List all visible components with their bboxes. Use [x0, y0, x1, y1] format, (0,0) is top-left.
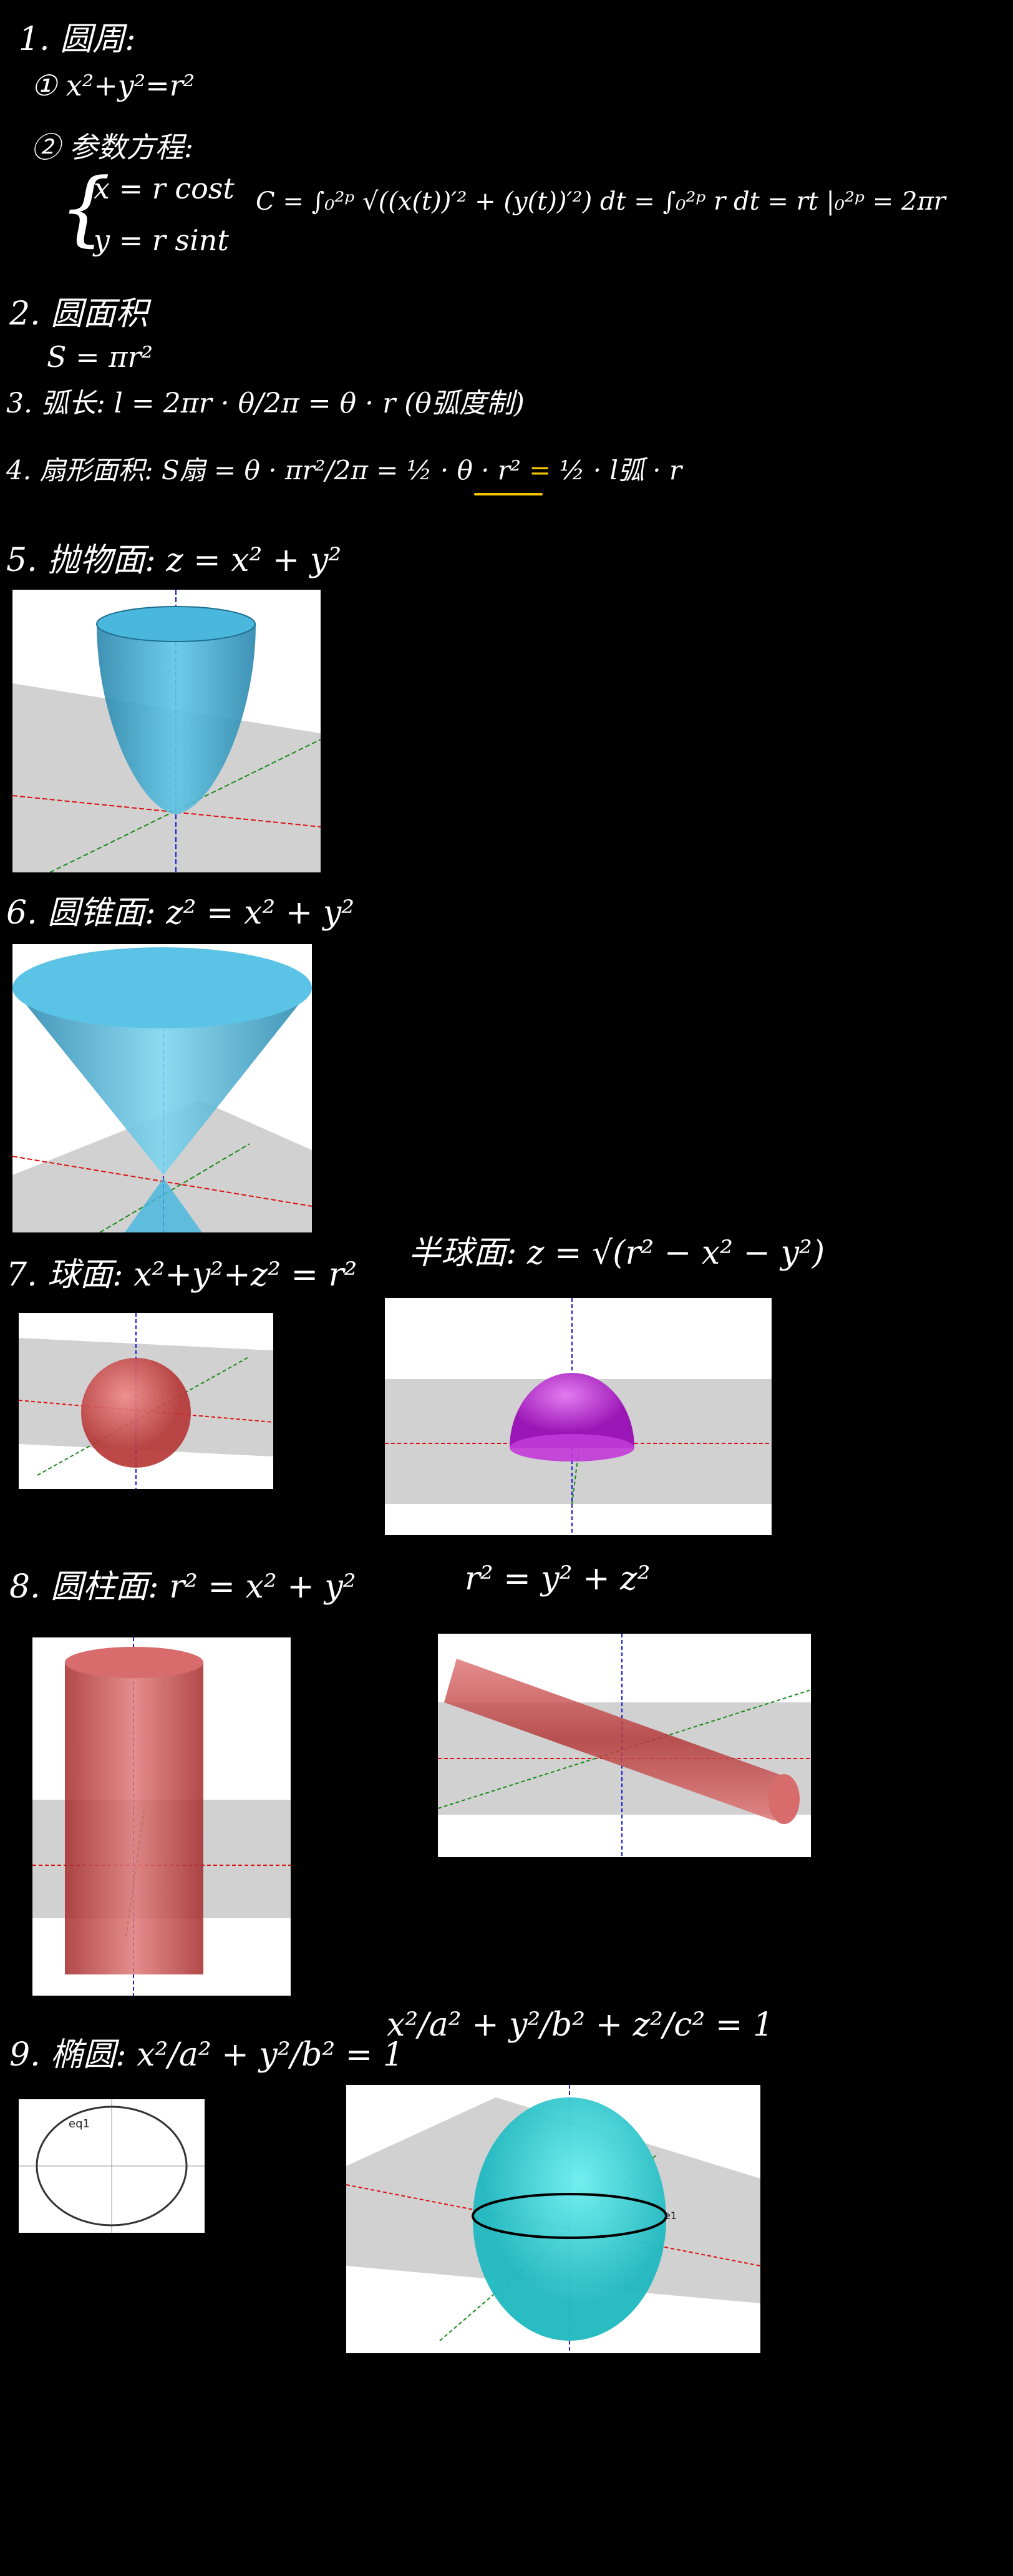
ellipsoid-figure: e1 [346, 2085, 760, 2353]
sec9-title: 9. 椭圆: x²/a² + y²/b² = 1 [9, 2036, 404, 2074]
ellipsoid-label: e1 [664, 2210, 677, 2222]
vertical-cylinder-figure [32, 1637, 291, 1996]
sec4-eq-main: 4. 扇形面积: S扇 = θ · πr²/2π = ½ · θ · r² [6, 455, 521, 485]
param-y: y = r sint [94, 223, 229, 257]
yellow-underline [474, 493, 543, 495]
ellipse-label: eq1 [69, 2117, 90, 2130]
sphere-figure [19, 1313, 273, 1489]
sec5-title: 5. 抛物面: z = x² + y² [6, 542, 342, 579]
param-brace: { [59, 160, 111, 255]
circumference-integral: C = ∫₀²ᵖ √((x(t))′² + (y(t))′²) dt = ∫₀²… [256, 187, 946, 216]
sec4-eq-end: ½ · l弧 · r [559, 455, 682, 485]
cone-figure [12, 944, 312, 1232]
sec2-area-eq: S = πr² [47, 340, 153, 374]
sec4-sector-area: 4. 扇形面积: S扇 = θ · πr²/2π = ½ · θ · r² = … [6, 449, 682, 487]
horizontal-cylinder-figure [438, 1634, 811, 1857]
sec4-eq-yellow: = [520, 455, 560, 485]
ellipse-figure: eq1 [19, 2099, 205, 2233]
sec7-hemisphere-title: 半球面: z = √(r² − x² − y²) [409, 1234, 825, 1272]
param-x: x = r cost [94, 172, 235, 205]
sec1-eq-circle: ① x²+y²=r² [31, 69, 195, 102]
paraboloid-figure [12, 590, 321, 872]
sec7-title: 7. 球面: x²+y²+z² = r² [6, 1256, 357, 1294]
sec8-title: 8. 圆柱面: r² = x² + y² [9, 1568, 356, 1606]
hemisphere-figure [385, 1298, 772, 1535]
sec6-title: 6. 圆锥面: z² = x² + y² [6, 894, 355, 932]
sec8-title-b: r² = y² + z² [465, 1560, 651, 1598]
sec9-title-b: x²/a² + y²/b² + z²/c² = 1 [387, 2006, 774, 2044]
sec2-title: 2. 圆面积 [9, 295, 148, 333]
sec1-eq-param-label: ② 参数方程: [31, 130, 194, 164]
sec3-arc-length: 3. 弧长: l = 2πr · θ/2π = θ · r (θ弧度制) [6, 388, 525, 419]
sec1-title: 1. 圆周: [19, 21, 136, 58]
